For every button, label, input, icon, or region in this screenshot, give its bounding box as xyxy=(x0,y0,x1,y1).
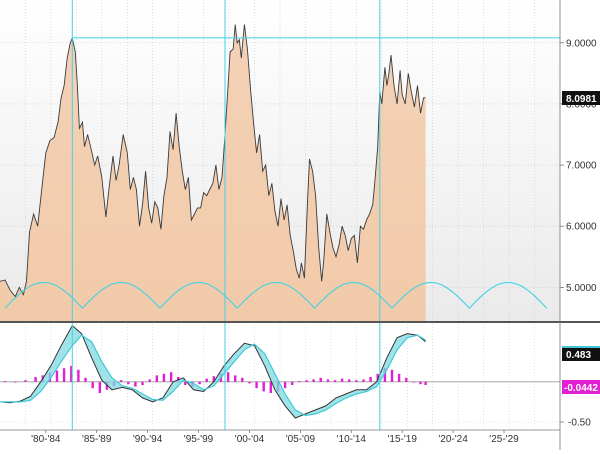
histogram-bar xyxy=(127,381,130,385)
indicator-plot-background xyxy=(0,324,560,430)
histogram-bar xyxy=(419,381,422,385)
histogram-bar xyxy=(148,379,151,382)
histogram-bar xyxy=(241,377,244,382)
x-tick-label: '90-'94 xyxy=(133,434,163,445)
histogram-bar xyxy=(291,381,294,385)
x-tick-label: '95-'99 xyxy=(184,434,214,445)
histogram-bar xyxy=(205,378,208,382)
histogram-bar xyxy=(234,375,237,382)
histogram-bar xyxy=(84,377,87,382)
x-tick-label: '20-'24 xyxy=(438,434,468,445)
histogram-bar xyxy=(376,373,379,382)
histogram-bar xyxy=(319,377,322,382)
histogram-bar xyxy=(212,376,215,382)
histogram-bar xyxy=(369,377,372,382)
x-axis-ticks: '80-'84 '85-'89 '90-'94 '95-'99 '00-'04 '05-'… xyxy=(31,430,519,445)
histogram-bar xyxy=(405,377,408,382)
histogram-bar xyxy=(162,373,166,382)
x-tick-label: '00-'04 xyxy=(235,434,265,445)
histogram-bar xyxy=(362,379,365,382)
histogram-bar xyxy=(98,381,101,393)
histogram-bar xyxy=(169,372,173,382)
histogram-value-label: -0.0442 xyxy=(564,383,598,394)
vertical-cycle-markers xyxy=(71,0,381,430)
histogram-bar xyxy=(226,372,230,382)
histogram-bar xyxy=(312,379,315,382)
histogram-bar xyxy=(24,380,27,382)
histogram-bar xyxy=(424,381,427,385)
histogram-bar xyxy=(62,368,66,382)
main-y-tick-label: 9.0000 xyxy=(566,38,597,49)
x-tick-label: '80-'84 xyxy=(31,434,61,445)
histogram-bar xyxy=(70,365,73,382)
signal-value-badge: 0.483 xyxy=(562,346,600,361)
main-y-tick-label: 6.0000 xyxy=(566,222,597,233)
price-area-fill xyxy=(0,24,426,321)
histogram-bar xyxy=(120,380,123,382)
main-plot-area xyxy=(0,24,560,321)
x-tick-label: '10-'14 xyxy=(337,434,367,445)
price-series-line xyxy=(0,24,426,298)
histogram-bar xyxy=(326,379,330,382)
main-y-tick-label: 5.0000 xyxy=(566,283,597,294)
histogram-bar xyxy=(198,381,201,385)
histogram-bar xyxy=(141,381,144,385)
histogram-bar xyxy=(14,381,17,383)
histogram-bar xyxy=(305,380,308,382)
histogram-bar xyxy=(55,370,59,382)
last-value-badge: 8.0981 xyxy=(562,91,600,105)
histogram-bar xyxy=(298,381,301,382)
histogram-bar xyxy=(269,381,272,393)
signal-value-badge-box xyxy=(562,347,600,361)
histogram-bar xyxy=(105,381,109,390)
indicator-y-tick-label: -0.50 xyxy=(568,418,591,429)
indicator-gridlines xyxy=(0,324,560,430)
x-tick-label: '15-'19 xyxy=(387,434,417,445)
histogram-bar xyxy=(390,369,394,382)
signal-value-label: 0.483 xyxy=(566,350,591,361)
histogram-bar xyxy=(355,380,358,382)
x-tick-label: '05-'09 xyxy=(286,434,316,445)
x-tick-label: '85-'89 xyxy=(82,434,112,445)
histogram-bar xyxy=(184,381,187,385)
histogram-bar xyxy=(412,381,415,383)
histogram-bar xyxy=(91,381,94,389)
histogram-bar xyxy=(155,375,158,382)
last-value-label: 8.0981 xyxy=(566,94,597,105)
histogram-bar xyxy=(383,368,387,382)
histogram-value-badge: -0.0442 xyxy=(562,380,600,394)
main-y-tick-label: 7.0000 xyxy=(566,161,597,172)
histogram-bar xyxy=(283,381,287,389)
histogram-value-badge-box xyxy=(562,380,600,394)
cycle-arc-line xyxy=(4,281,548,310)
histogram-bar xyxy=(255,381,258,389)
histogram-bar xyxy=(248,381,251,384)
histogram-bar xyxy=(77,369,80,382)
indicator-y-ticks: -0.50 xyxy=(560,418,591,429)
histogram-bar xyxy=(262,381,265,392)
histogram-bar xyxy=(340,378,344,382)
histogram-bar xyxy=(3,381,7,382)
x-tick-label: '25-'29 xyxy=(489,434,519,445)
histogram-bar xyxy=(348,379,351,382)
histogram-bar xyxy=(397,373,401,382)
last-value-badge-box xyxy=(562,91,600,105)
histogram-bar xyxy=(34,377,37,382)
histogram-bar xyxy=(333,380,337,382)
histogram-bar xyxy=(134,381,137,387)
